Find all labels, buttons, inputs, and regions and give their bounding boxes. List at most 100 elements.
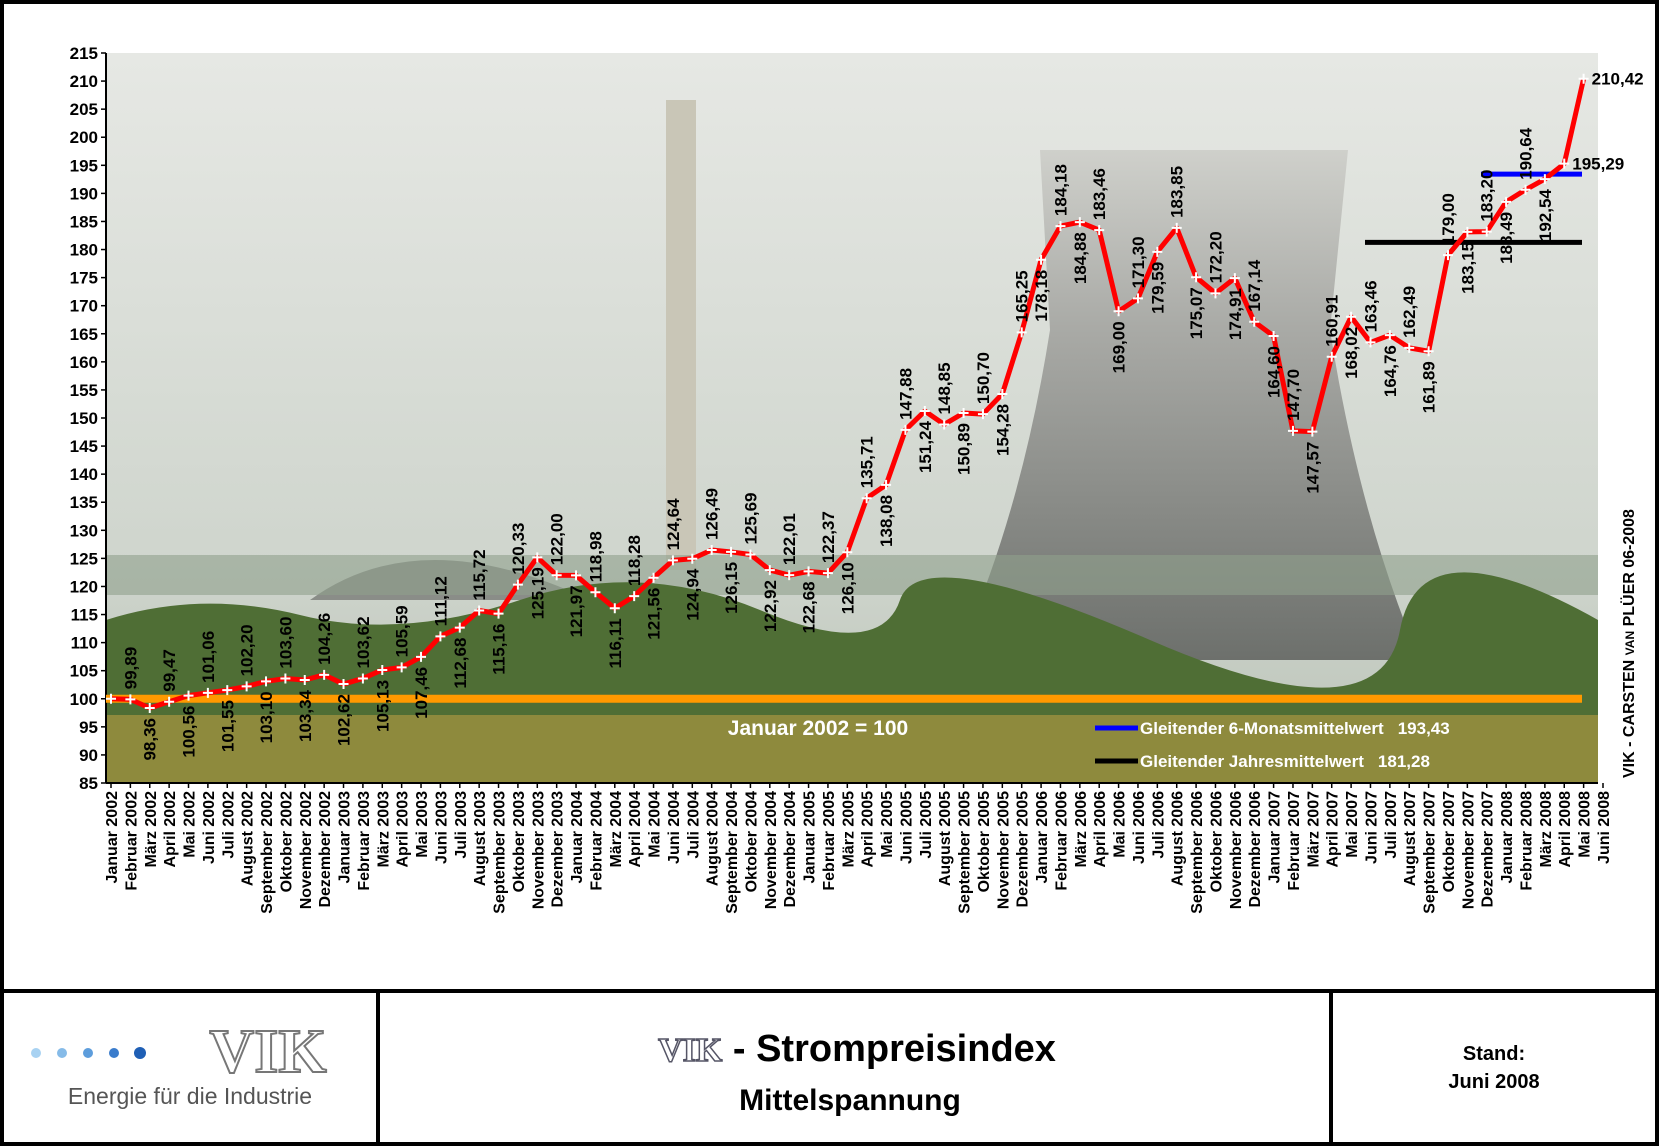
x-tick-label: Mai 2005 [879,791,896,858]
data-label: 160,91 [1323,295,1342,347]
point-marker [551,570,562,581]
x-tick-label: Januar 2007 [1267,791,1284,884]
legend-value: 181,28 [1378,752,1430,771]
x-tick-label: Januar 2008 [1499,791,1516,884]
y-tick-label: 180 [70,241,98,260]
x-tick-label: Mai 2002 [182,791,199,858]
point-marker [416,651,427,662]
legend-name: Gleitender Jahresmittelwert [1140,752,1364,771]
y-tick-label: 85 [79,774,98,793]
y-tick-label: 215 [70,44,98,63]
x-tick-label: Juni 2005 [898,791,915,864]
data-label: 161,89 [1420,361,1439,413]
data-label: 192,54 [1536,189,1555,242]
data-label: 164,76 [1381,345,1400,397]
x-tick-label: Oktober 2005 [976,791,993,892]
point-marker [609,603,620,614]
y-tick-label: 175 [70,269,98,288]
point-marker [1481,226,1492,237]
y-tick-label: 210 [70,72,98,91]
point-marker [396,662,407,673]
point-marker [977,409,988,420]
x-tick-label: Februar 2006 [1053,791,1070,891]
y-tick-label: 105 [70,662,98,681]
x-tick-label: Juni 2004 [666,791,683,864]
data-label: 105,13 [373,680,392,732]
data-label: 100,56 [180,706,199,758]
x-tick-label: August 2006 [1170,791,1187,886]
data-label: 154,28 [993,404,1012,456]
data-label: 102,20 [238,624,257,676]
data-label: 115,72 [470,549,489,600]
x-tick-label: Juni 2007 [1363,791,1380,864]
title: - Strompreisindex [722,1028,1056,1070]
point-marker [1423,346,1434,357]
x-tick-label: Februar 2005 [821,791,838,891]
point-marker [1074,217,1085,228]
y-tick-label: 135 [70,493,98,512]
point-marker [1191,272,1202,283]
point-marker [338,679,349,690]
data-label: 147,57 [1303,442,1322,494]
x-tick-label: Januar 2006 [1034,791,1051,884]
data-label: 98,36 [141,718,160,761]
x-tick-label: Juli 2007 [1383,791,1400,859]
point-marker [1578,73,1589,84]
point-marker [1559,158,1570,169]
point-marker [1404,342,1415,353]
point-marker [861,493,872,504]
point-marker [822,568,833,579]
y-tick-label: 110 [71,634,98,653]
point-marker [1365,337,1376,348]
x-tick-label: August 2005 [937,791,954,886]
point-marker [106,693,116,704]
point-marker [183,690,194,701]
point-marker [1326,351,1337,362]
data-label: 122,01 [780,513,799,565]
data-label: 122,00 [548,513,567,565]
point-marker [706,545,717,556]
point-marker [357,673,368,684]
data-label: 135,71 [858,436,877,488]
point-marker [435,631,446,642]
x-tick-label: April 2007 [1325,791,1342,868]
data-label: 99,89 [121,647,140,690]
x-tick-label: Februar 2002 [123,791,140,891]
data-label: 124,64 [664,498,683,551]
point-marker [164,696,175,707]
x-tick-label: August 2002 [240,791,257,886]
point-marker [532,552,543,563]
data-label: 103,10 [257,691,276,743]
data-label: 102,62 [335,694,354,746]
x-tick-label: März 2007 [1305,791,1322,868]
point-marker [280,673,291,684]
point-marker [144,702,155,713]
y-tick-label: 150 [70,409,98,428]
point-marker [493,608,504,619]
logo-text: VIK [209,1018,326,1086]
point-marker [1210,288,1221,299]
x-tick-label: Oktober 2002 [278,791,295,892]
x-tick-label: Juli 2002 [220,791,237,859]
baseline-label: Januar 2002 = 100 [728,717,908,740]
point-marker [1501,196,1512,207]
data-label: 183,85 [1168,166,1187,218]
x-tick-label: Dezember 2006 [1247,791,1264,908]
data-label: 190,64 [1516,127,1535,180]
x-tick-label: Oktober 2007 [1441,791,1458,892]
x-tick-label: August 2004 [705,791,722,886]
data-label: 103,62 [354,616,373,668]
footer-subtitle: Mittelspannung [739,1084,961,1117]
point-marker [745,549,756,560]
data-label: 167,14 [1245,259,1264,312]
x-tick-label: Juni 2008 [1596,791,1613,864]
x-tick-label: November 2003 [530,791,547,909]
data-label: 111,12 [431,576,450,626]
point-marker [1307,426,1318,437]
point-marker [784,570,795,581]
data-label: 171,30 [1129,236,1148,288]
point-marker [1171,222,1182,233]
data-label: 164,60 [1265,346,1284,398]
data-label: 150,70 [974,352,993,404]
